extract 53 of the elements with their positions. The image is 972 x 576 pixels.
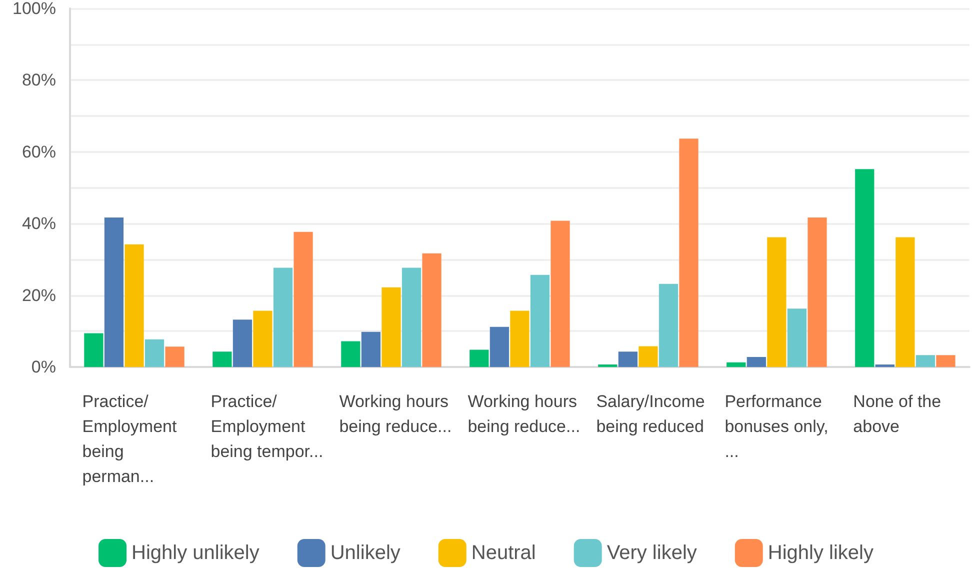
bar (746, 356, 766, 367)
x-tick-label: Practice/Employment being perman... (82, 392, 182, 486)
x-tick-label: Performance bonuses only,... (724, 392, 828, 461)
bar (875, 364, 894, 367)
bar (618, 352, 638, 367)
bar (104, 218, 124, 367)
x-tick-label: Salary/Income being reduced (596, 392, 710, 436)
bar (598, 364, 618, 367)
bar (294, 232, 313, 367)
y-tick-label: 20% (22, 286, 56, 305)
bar (855, 169, 874, 367)
bar (422, 253, 442, 367)
y-tick-label: 100% (12, 0, 56, 18)
legend-label: Highly unlikely (132, 542, 260, 564)
legend-label: Very likely (606, 542, 697, 564)
bar (638, 346, 658, 367)
bar (787, 308, 807, 367)
bar (144, 339, 164, 367)
bar (382, 287, 401, 367)
bar (165, 346, 184, 367)
x-tick-label: Working hours being reduce... (468, 392, 582, 436)
bar (808, 218, 827, 367)
bar (916, 355, 936, 367)
bar (896, 237, 915, 367)
bar (402, 268, 422, 367)
y-tick-label: 60% (22, 142, 56, 162)
bar (232, 320, 252, 367)
bar (212, 352, 232, 367)
bar (341, 341, 360, 367)
x-tick-label: Working hours being reduce... (339, 392, 454, 436)
bar (550, 220, 570, 367)
bar (679, 138, 698, 367)
bar (510, 310, 530, 367)
y-tick-label: 40% (22, 214, 56, 234)
x-tick-label: Practice/Employment being tempor... (210, 392, 324, 461)
legend-label: Unlikely (330, 542, 400, 564)
y-tick-label: 0% (31, 358, 56, 376)
bar (470, 350, 489, 367)
x-tick-label: None of the above (853, 392, 946, 436)
bar (767, 237, 786, 367)
legend-label: Highly likely (768, 542, 874, 564)
bar (124, 244, 144, 367)
y-tick-label: 80% (22, 70, 56, 90)
bar (936, 355, 956, 367)
bar (273, 268, 293, 367)
bar (253, 310, 272, 367)
bar (530, 274, 550, 367)
bar (658, 284, 678, 367)
bar (361, 332, 381, 367)
bar (84, 333, 104, 367)
bar (726, 362, 746, 367)
bar (490, 326, 510, 367)
legend-label: Neutral (471, 542, 536, 564)
